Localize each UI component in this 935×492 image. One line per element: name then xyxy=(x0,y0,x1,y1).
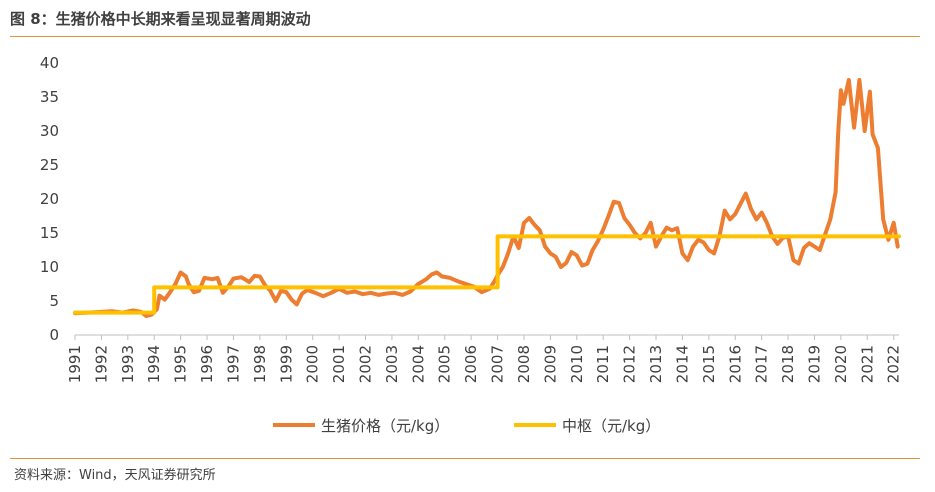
chart-series xyxy=(73,78,901,318)
y-tick-label: 15 xyxy=(40,224,59,242)
x-tick-label: 2020 xyxy=(832,345,850,383)
x-tick-label: 2002 xyxy=(357,345,375,383)
x-tick-label: 2000 xyxy=(304,345,322,383)
y-tick-label: 30 xyxy=(40,122,59,140)
y-tick-label: 40 xyxy=(40,54,59,72)
x-tick-label: 2007 xyxy=(489,345,507,383)
x-tick-label: 2009 xyxy=(541,345,559,383)
x-tick-label: 2005 xyxy=(436,345,454,383)
x-tick-label: 2012 xyxy=(621,345,639,383)
x-tick-label: 1994 xyxy=(145,345,163,383)
legend-item-center-label: 中枢（元/kg） xyxy=(562,417,660,435)
chart-legend: 生猪价格（元/kg） 中枢（元/kg） xyxy=(273,417,660,435)
y-tick-label: 20 xyxy=(40,190,59,208)
x-tick-label: 2016 xyxy=(726,345,744,383)
bottom-divider xyxy=(10,458,920,459)
x-tick-label: 1996 xyxy=(198,345,216,383)
x-axis-ticks: 1991 1992 1993 1994 1995 1996 1997 1998 1999 2000… xyxy=(66,335,903,383)
top-divider xyxy=(10,36,920,37)
x-tick-label: 1993 xyxy=(119,345,137,383)
x-tick-label: 1998 xyxy=(251,345,269,383)
x-tick-label: 2018 xyxy=(779,345,797,383)
x-tick-label: 2011 xyxy=(594,345,612,383)
x-tick-label: 1995 xyxy=(172,345,190,383)
series-line-center xyxy=(73,234,901,315)
x-tick-label: 2022 xyxy=(885,345,903,383)
y-tick-label: 5 xyxy=(49,292,59,310)
y-tick-label: 35 xyxy=(40,88,59,106)
x-tick-label: 1991 xyxy=(66,345,84,383)
x-tick-label: 1992 xyxy=(92,345,110,383)
page-title: 图 8：生猪价格中长期来看呈现显著周期波动 xyxy=(10,10,311,28)
source-note: 资料来源：Wind，天风证券研究所 xyxy=(14,468,216,483)
x-tick-label: 2010 xyxy=(568,345,586,383)
x-tick-label: 2006 xyxy=(462,345,480,383)
y-axis-ticks: 0 5 10 15 20 25 30 35 40 xyxy=(40,54,59,344)
x-tick-label: 1997 xyxy=(224,345,242,383)
series-line-hog-price xyxy=(73,78,900,318)
x-tick-label: 2013 xyxy=(647,345,665,383)
x-tick-label: 2017 xyxy=(753,345,771,383)
x-tick-label: 2001 xyxy=(330,345,348,383)
x-tick-label: 2014 xyxy=(673,345,691,383)
y-tick-label: 0 xyxy=(49,326,59,344)
y-tick-label: 10 xyxy=(40,258,59,276)
x-tick-label: 2008 xyxy=(515,345,533,383)
x-tick-label: 2004 xyxy=(409,345,427,383)
x-tick-label: 2021 xyxy=(858,345,876,383)
x-tick-label: 2003 xyxy=(383,345,401,383)
x-tick-label: 2019 xyxy=(805,345,823,383)
y-tick-label: 25 xyxy=(40,156,59,174)
x-tick-label: 2015 xyxy=(700,345,718,383)
legend-item-hog-price-label: 生猪价格（元/kg） xyxy=(321,417,449,435)
x-tick-label: 1999 xyxy=(277,345,295,383)
